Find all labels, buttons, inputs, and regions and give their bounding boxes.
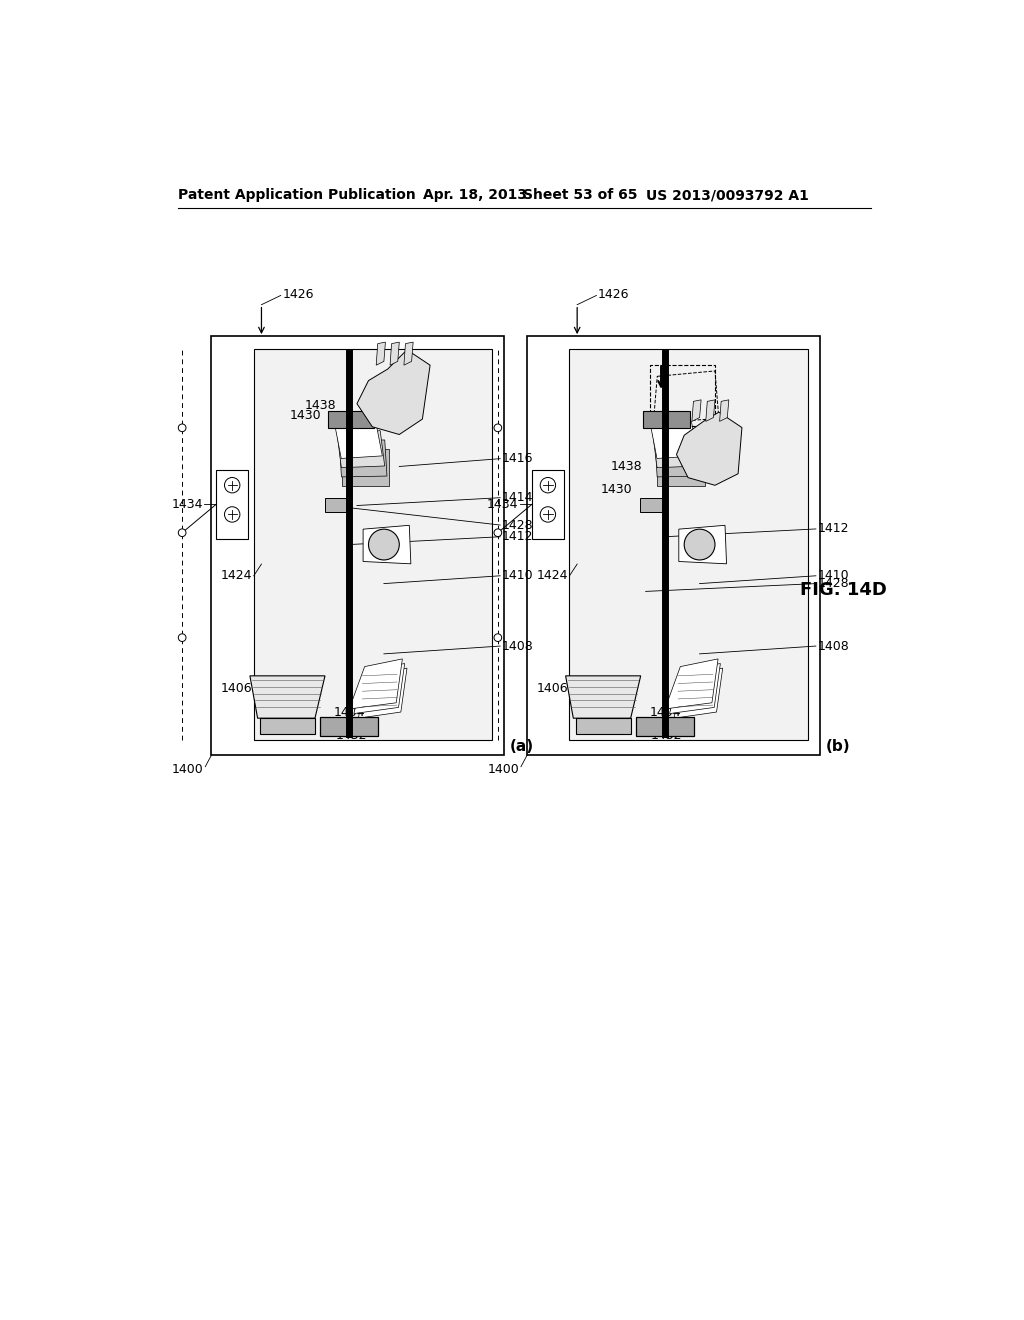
Text: US 2013/0093792 A1: US 2013/0093792 A1	[646, 189, 809, 202]
Text: 1434: 1434	[487, 498, 518, 511]
Bar	[575, 718, 631, 734]
Bar	[643, 411, 689, 428]
Text: 1412: 1412	[817, 523, 849, 536]
Text: Sheet 53 of 65: Sheet 53 of 65	[523, 189, 638, 202]
Text: 1438: 1438	[610, 459, 642, 473]
Polygon shape	[339, 440, 387, 477]
Bar	[254, 350, 493, 739]
Text: 1406: 1406	[537, 682, 568, 696]
Circle shape	[224, 507, 240, 523]
Text: 1406: 1406	[220, 682, 252, 696]
Text: 1408: 1408	[817, 640, 849, 652]
Circle shape	[369, 529, 399, 560]
Text: 1404: 1404	[334, 706, 366, 719]
Text: 1430: 1430	[600, 483, 632, 496]
Polygon shape	[358, 668, 407, 718]
Polygon shape	[706, 400, 715, 421]
Polygon shape	[670, 664, 720, 714]
Bar	[321, 717, 378, 737]
Text: (b): (b)	[826, 739, 851, 754]
Text: 1408: 1408	[502, 640, 534, 652]
Text: 1426: 1426	[598, 288, 630, 301]
Text: 1432: 1432	[336, 729, 367, 742]
Circle shape	[178, 634, 186, 642]
Circle shape	[541, 478, 556, 492]
Text: 1426: 1426	[283, 288, 313, 301]
Polygon shape	[674, 668, 723, 718]
Polygon shape	[403, 342, 413, 366]
Polygon shape	[650, 421, 698, 458]
Text: 1428: 1428	[817, 577, 849, 590]
Bar	[260, 718, 315, 734]
Bar	[531, 470, 564, 539]
Polygon shape	[390, 342, 399, 366]
Text: 1400: 1400	[487, 763, 519, 776]
Polygon shape	[335, 421, 382, 458]
Text: 1404: 1404	[649, 706, 681, 719]
Text: Apr. 18, 2013: Apr. 18, 2013	[423, 189, 527, 202]
Text: 1412: 1412	[502, 531, 534, 544]
Bar	[640, 499, 662, 512]
Polygon shape	[679, 525, 727, 564]
Circle shape	[494, 529, 502, 537]
Text: 1414: 1414	[502, 491, 534, 504]
Circle shape	[224, 478, 240, 492]
Polygon shape	[655, 440, 702, 477]
Text: 1410: 1410	[817, 569, 849, 582]
Polygon shape	[692, 400, 701, 421]
Polygon shape	[565, 676, 641, 718]
Text: (a): (a)	[510, 739, 535, 754]
Text: 1434: 1434	[171, 498, 203, 511]
Bar	[325, 499, 346, 512]
Text: Patent Application Publication: Patent Application Publication	[178, 189, 416, 202]
Bar	[569, 350, 808, 739]
Polygon shape	[354, 664, 404, 714]
Text: 1424: 1424	[221, 569, 252, 582]
Text: 1438: 1438	[304, 399, 336, 412]
Bar	[211, 335, 504, 755]
Polygon shape	[250, 676, 325, 718]
Text: 1428: 1428	[502, 519, 534, 532]
Bar	[649, 364, 715, 426]
Polygon shape	[364, 525, 411, 564]
Polygon shape	[337, 430, 385, 467]
Polygon shape	[376, 342, 385, 366]
Polygon shape	[349, 659, 402, 709]
Polygon shape	[342, 449, 389, 486]
Polygon shape	[652, 430, 700, 467]
Circle shape	[178, 424, 186, 432]
Circle shape	[494, 424, 502, 432]
Text: FIG. 14D: FIG. 14D	[801, 581, 888, 598]
Text: 1424: 1424	[537, 569, 568, 582]
Text: 1432: 1432	[651, 729, 683, 742]
Circle shape	[494, 634, 502, 642]
Circle shape	[684, 529, 715, 560]
Bar	[328, 411, 374, 428]
Polygon shape	[665, 659, 718, 709]
Polygon shape	[357, 350, 430, 434]
Polygon shape	[720, 400, 729, 421]
Circle shape	[541, 507, 556, 523]
Bar	[216, 470, 249, 539]
Text: 1410: 1410	[502, 569, 534, 582]
Bar	[527, 335, 819, 755]
Text: 1416: 1416	[502, 453, 534, 465]
Polygon shape	[677, 412, 742, 486]
Bar	[636, 717, 694, 737]
Polygon shape	[657, 449, 705, 486]
Text: 1430: 1430	[289, 409, 321, 422]
Circle shape	[178, 529, 186, 537]
Text: 1400: 1400	[172, 763, 204, 776]
